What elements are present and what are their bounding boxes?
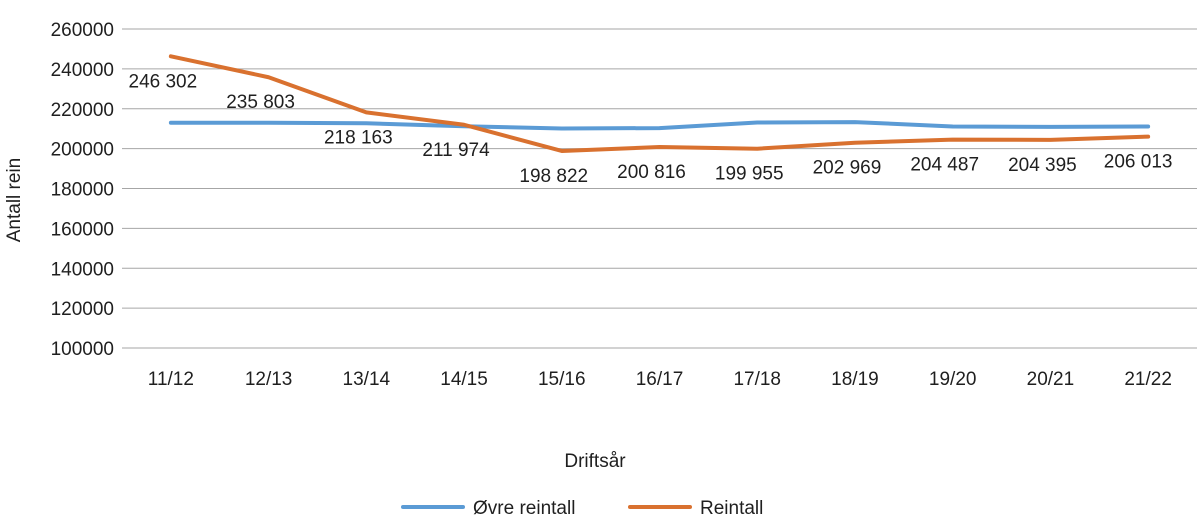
x-tick-label: 17/18 <box>733 369 781 390</box>
data-label: 200 816 <box>617 162 686 183</box>
y-tick-label: 120000 <box>51 299 114 320</box>
data-label: 218 163 <box>324 127 393 148</box>
data-label: 206 013 <box>1104 152 1173 173</box>
x-tick-label: 18/19 <box>831 369 879 390</box>
series-line-reintall <box>168 54 1151 153</box>
legend-label-reintall: Reintall <box>700 498 763 519</box>
data-label: 235 803 <box>226 92 295 113</box>
y-tick-label: 260000 <box>51 20 114 41</box>
legend-label--vre-reintall: Øvre reintall <box>473 498 575 519</box>
x-tick-label: 20/21 <box>1027 369 1075 390</box>
y-tick-label: 220000 <box>51 100 114 121</box>
series-line--vre-reintall <box>168 120 1151 131</box>
x-tick-label: 14/15 <box>440 369 488 390</box>
x-tick-label: 15/16 <box>538 369 586 390</box>
data-label: 198 822 <box>519 166 588 187</box>
data-label: 211 974 <box>422 140 490 161</box>
data-label: 202 969 <box>813 158 882 179</box>
y-tick-label: 100000 <box>51 339 114 360</box>
data-label: 199 955 <box>715 164 784 185</box>
y-tick-label: 240000 <box>51 60 114 81</box>
x-tick-label: 11/12 <box>148 369 194 390</box>
x-tick-label: 21/22 <box>1124 369 1172 390</box>
data-label: 246 302 <box>129 71 198 92</box>
data-label: 204 395 <box>1008 155 1077 176</box>
x-tick-label: 12/13 <box>245 369 293 390</box>
y-axis-title: Antall rein <box>4 158 25 243</box>
x-axis-title: Driftsår <box>564 451 626 472</box>
y-tick-label: 180000 <box>51 180 114 201</box>
data-label: 204 487 <box>910 155 979 176</box>
x-tick-label: 13/14 <box>343 369 391 390</box>
y-tick-label: 160000 <box>51 219 114 240</box>
x-tick-label: 19/20 <box>929 369 977 390</box>
y-tick-label: 200000 <box>51 140 114 161</box>
y-tick-label: 140000 <box>51 259 114 280</box>
x-tick-label: 16/17 <box>636 369 684 390</box>
